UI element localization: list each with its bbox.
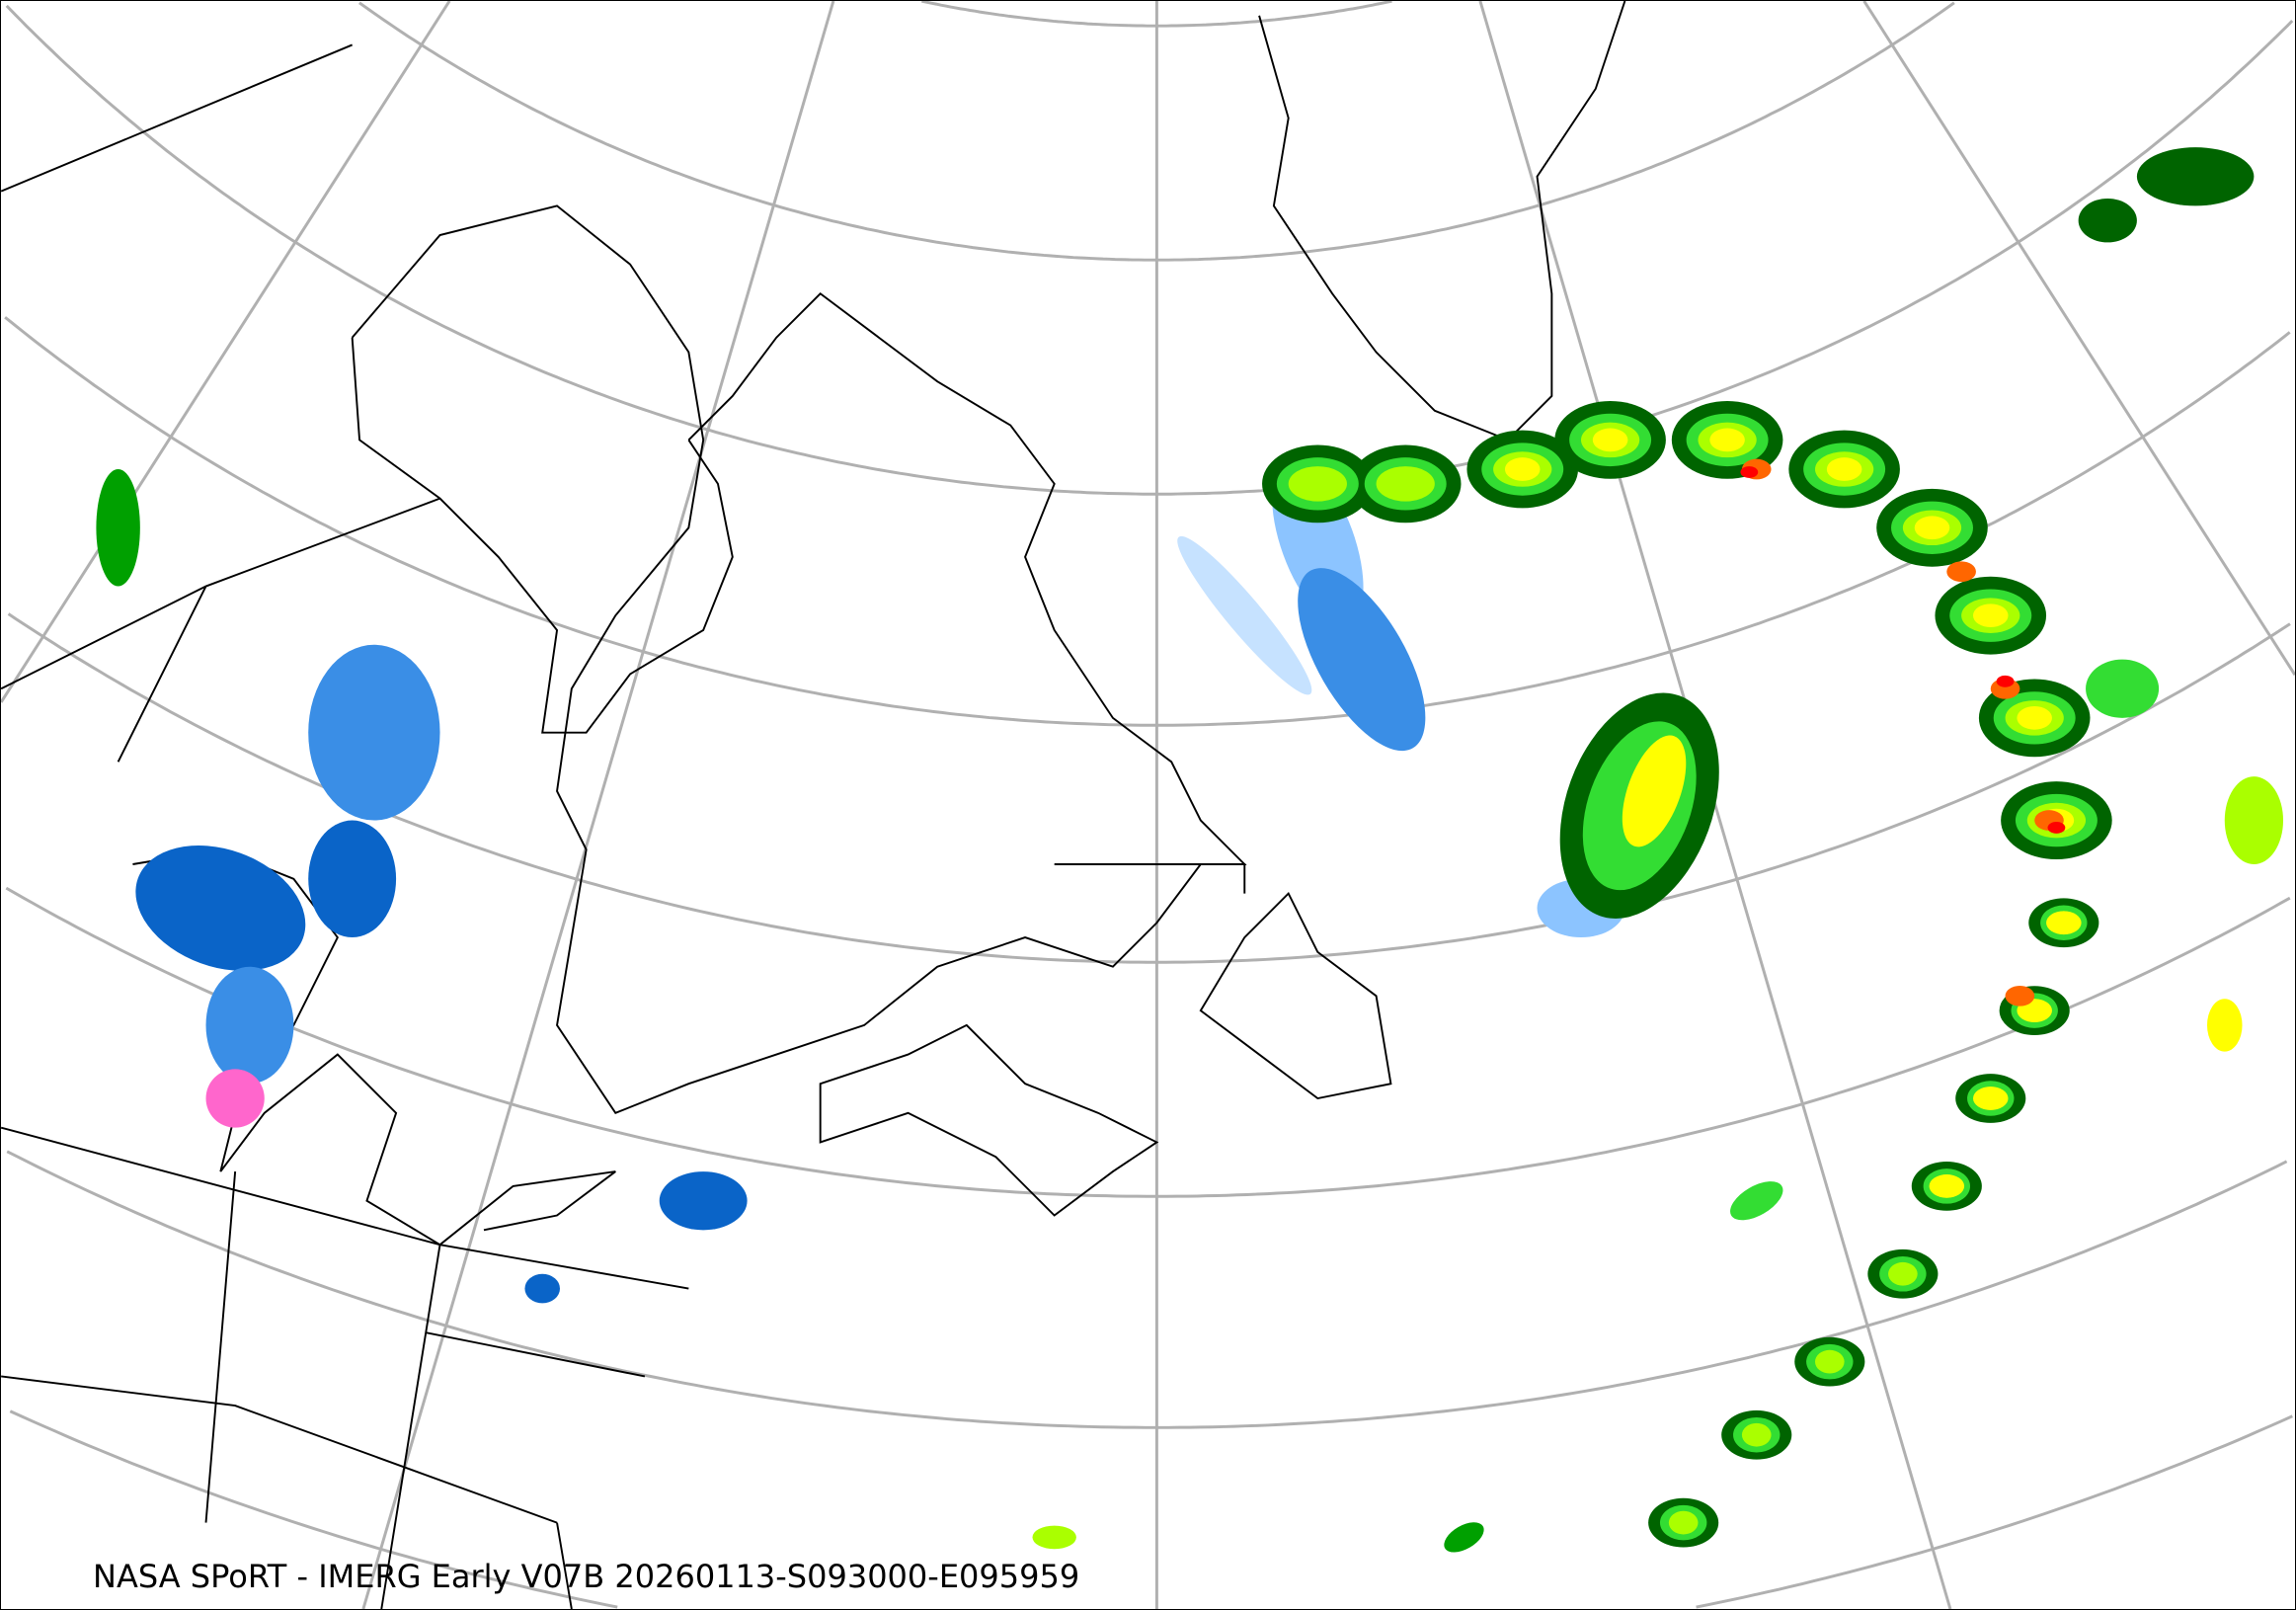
latitude-line xyxy=(9,1409,618,1609)
newfoundland-coast xyxy=(1199,891,1392,1100)
precip-cell xyxy=(2017,706,2052,730)
precip-cell xyxy=(2136,147,2255,206)
precip-cell xyxy=(308,820,397,938)
precip-cell xyxy=(205,966,294,1085)
canada-borders xyxy=(1,43,1246,894)
precip-cell xyxy=(1741,1422,1772,1447)
longitude-line xyxy=(361,1,835,1609)
precip-cell xyxy=(308,644,440,821)
precip-cell xyxy=(1740,466,1759,478)
precip-cell xyxy=(1730,1181,1783,1221)
latitude-line xyxy=(1696,1414,2293,1609)
longitude-line xyxy=(1862,1,2295,676)
precip-cell xyxy=(1972,1087,2009,1110)
precip-cell xyxy=(1177,535,1312,695)
longitude-line xyxy=(1,1,451,703)
precip-cell xyxy=(1376,466,1435,502)
precip-cell xyxy=(1996,675,2015,687)
precip-cell xyxy=(1946,561,1976,583)
hudson-bay-coast xyxy=(351,337,734,734)
north-america-coast xyxy=(351,204,1247,1115)
precip-cell xyxy=(1444,1522,1484,1553)
latitude-line xyxy=(5,4,2294,496)
precip-cell xyxy=(659,1171,748,1231)
map-caption: NASA SPoRT - IMERG Early V07B 20260113-S… xyxy=(93,1558,1080,1595)
precip-cell xyxy=(1032,1525,1076,1550)
precip-cell xyxy=(2224,776,2284,864)
precip-cell xyxy=(1888,1261,1918,1286)
precip-cell xyxy=(2046,911,2082,935)
us-state-borders xyxy=(1,1126,689,1609)
precip-cell xyxy=(1914,516,1950,540)
precip-cell xyxy=(1709,428,1745,452)
precip-cell xyxy=(524,1273,560,1304)
precip-cell xyxy=(1504,457,1541,481)
precip-cell xyxy=(205,1069,265,1128)
precipitation-field xyxy=(96,147,2284,1553)
precip-cell xyxy=(2005,985,2035,1006)
greenland-coast xyxy=(1258,1,1626,442)
precip-cell xyxy=(1814,1349,1845,1374)
precip-cell xyxy=(2078,198,2137,243)
precip-cell xyxy=(135,845,306,971)
precip-cell xyxy=(1668,1510,1699,1535)
precip-cell xyxy=(1288,466,1347,502)
coastlines xyxy=(1,1,1626,1609)
precip-cell xyxy=(1826,457,1862,481)
maritimes-coast xyxy=(819,1023,1159,1217)
precip-cell xyxy=(96,469,140,587)
precip-cell xyxy=(1592,428,1628,452)
precip-cell xyxy=(1929,1174,1965,1198)
precip-cell xyxy=(2086,659,2160,718)
precip-cell xyxy=(1972,604,2009,628)
latitude-line xyxy=(5,886,2291,1198)
precip-cell xyxy=(2047,822,2066,834)
precip-cell xyxy=(2206,999,2243,1052)
latitude-line xyxy=(6,1150,2288,1429)
precip-cell xyxy=(1622,735,1687,847)
precip-cell xyxy=(1298,568,1426,752)
